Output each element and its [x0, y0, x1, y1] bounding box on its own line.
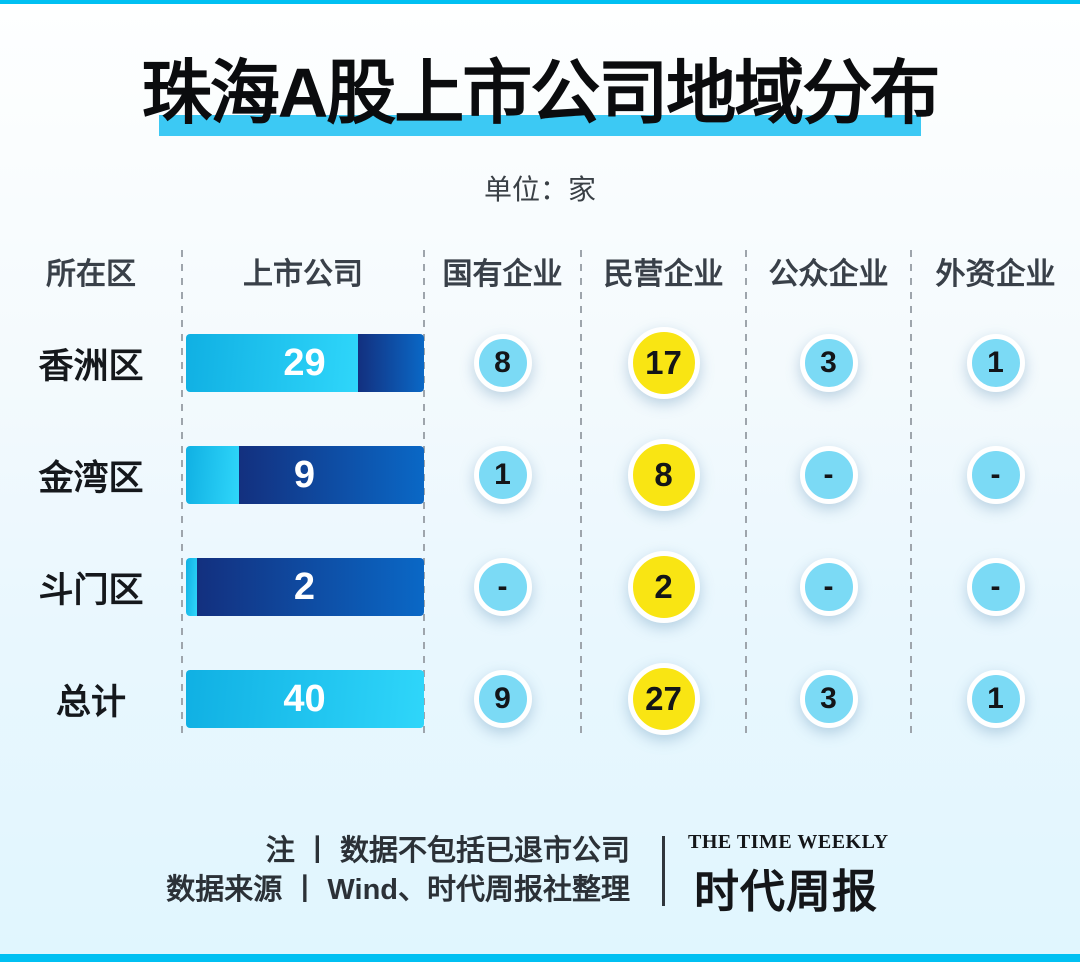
private-badge: 27	[627, 663, 700, 735]
listed-count: 29	[283, 341, 326, 384]
column-divider	[745, 250, 747, 737]
header-listed-companies: 上市公司	[243, 258, 363, 291]
title-highlight-bar	[159, 115, 921, 136]
private-badge: 8	[627, 439, 700, 511]
listed-count: 40	[283, 677, 326, 720]
state-owned-cell: 1	[424, 446, 581, 504]
table-row: 金湾区 9 1 8 - -	[0, 419, 1080, 531]
title-wrap: 珠海A股上市公司地域分布	[0, 46, 1080, 140]
listed-count: 2	[293, 565, 316, 608]
district-label: 香洲区	[38, 346, 144, 386]
listed-bar-cell: 2	[182, 558, 424, 616]
public-cell: 3	[746, 334, 911, 392]
column-divider	[423, 250, 425, 737]
publisher-logo: THE TIME WEEKLY 时代周报	[688, 831, 889, 920]
foreign-badge: 1	[966, 670, 1025, 728]
column-divider	[910, 250, 912, 737]
foreign-cell: 1	[911, 334, 1080, 392]
unit-label: 单位：家	[483, 174, 596, 205]
foreign-cell: -	[911, 558, 1080, 616]
private-cell: 27	[581, 663, 746, 735]
private-badge: 17	[627, 327, 700, 399]
table-row: 香洲区 29 8 17 3 1	[0, 307, 1080, 419]
footer-source-line: 数据来源 丨 Wind、时代周报社整理	[166, 874, 630, 906]
header-foreign: 外资企业	[935, 258, 1056, 291]
private-badge: 2	[627, 551, 700, 623]
foreign-cell: -	[911, 446, 1080, 504]
column-divider	[181, 250, 183, 737]
district-label: 斗门区	[38, 570, 144, 610]
private-cell: 2	[581, 551, 746, 623]
listed-companies-bar: 40	[185, 670, 424, 728]
bottom-accent-strip	[0, 954, 1080, 962]
public-cell: -	[746, 446, 911, 504]
district-label: 金湾区	[38, 458, 144, 498]
listed-count: 9	[293, 453, 316, 496]
state-owned-badge: 9	[473, 670, 532, 728]
state-owned-badge: -	[473, 558, 532, 616]
bar-light-segment	[185, 558, 198, 616]
top-accent-strip	[0, 0, 1080, 4]
table-header-row: 所在区 上市公司 国有企业 民营企业 公众企业 外资企业	[0, 247, 1080, 295]
district-label: 总计	[55, 682, 126, 722]
header-district: 所在区	[46, 258, 136, 291]
listed-bar-cell: 29	[182, 334, 424, 392]
page-title: 珠海A股上市公司地域分布	[141, 54, 941, 132]
header-state-owned: 国有企业	[442, 258, 563, 291]
public-badge: 3	[799, 334, 858, 392]
header-private: 民营企业	[603, 258, 724, 291]
column-divider	[580, 250, 582, 737]
public-cell: -	[746, 558, 911, 616]
public-badge: -	[799, 446, 858, 504]
state-owned-badge: 8	[473, 334, 532, 392]
bar-light-segment	[185, 446, 240, 504]
public-badge: -	[799, 558, 858, 616]
public-cell: 3	[746, 670, 911, 728]
table-row-total: 总计 40 9 27 3 1	[0, 643, 1080, 755]
listed-companies-bar: 9	[185, 446, 424, 504]
state-owned-cell: -	[424, 558, 581, 616]
bar-light-segment	[185, 670, 424, 728]
listed-companies-bar: 29	[185, 334, 424, 392]
bar-dark-segment	[197, 558, 424, 616]
foreign-cell: 1	[911, 670, 1080, 728]
footer-notes: 注 丨 数据不包括已退市公司 数据来源 丨 Wind、时代周报社整理	[166, 832, 630, 910]
footer-note-line: 注 丨 数据不包括已退市公司	[265, 835, 630, 867]
public-badge: 3	[799, 670, 858, 728]
foreign-badge: 1	[966, 334, 1025, 392]
table-row: 斗门区 2 - 2 - -	[0, 531, 1080, 643]
state-owned-cell: 9	[424, 670, 581, 728]
bar-dark-segment	[239, 446, 424, 504]
state-owned-cell: 8	[424, 334, 581, 392]
listed-bar-cell: 9	[182, 446, 424, 504]
listed-companies-bar: 2	[185, 558, 424, 616]
private-cell: 17	[581, 327, 746, 399]
logo-chinese-text: 时代周报	[693, 867, 878, 917]
foreign-badge: -	[966, 558, 1025, 616]
private-cell: 8	[581, 439, 746, 511]
listed-bar-cell: 40	[182, 670, 424, 728]
logo-english-text: THE TIME WEEKLY	[688, 831, 889, 853]
header-public: 公众企业	[768, 258, 889, 291]
footer-divider	[662, 836, 665, 906]
foreign-badge: -	[966, 446, 1025, 504]
bar-light-segment	[185, 334, 359, 392]
bar-dark-segment	[358, 334, 424, 392]
state-owned-badge: 1	[473, 446, 532, 504]
